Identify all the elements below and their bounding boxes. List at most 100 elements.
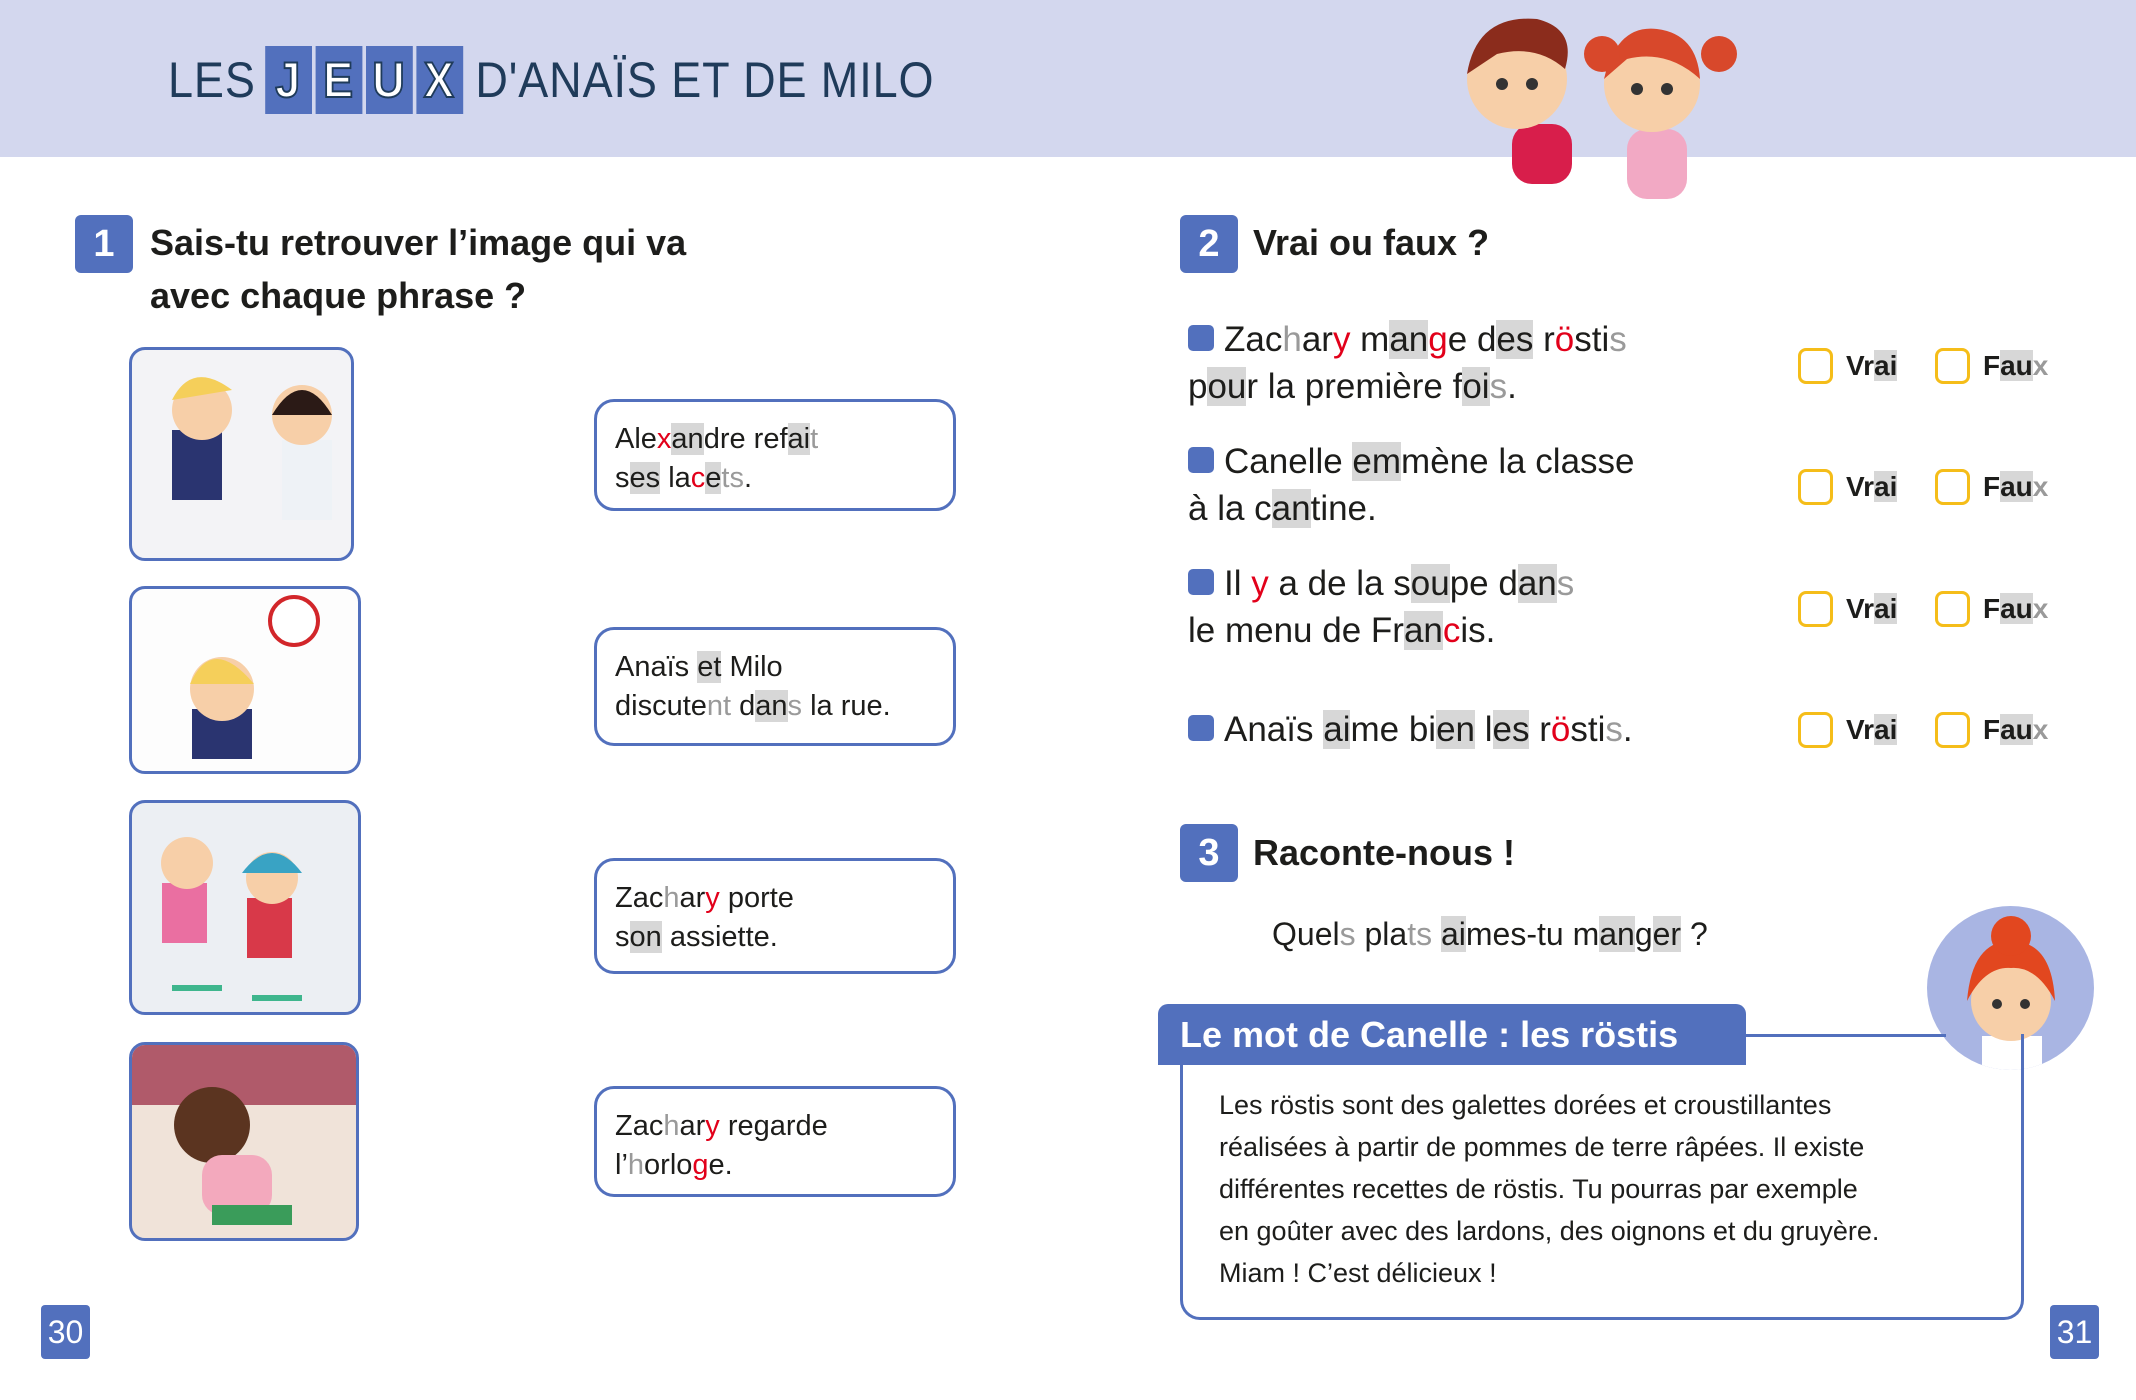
text-segment: ai: [1874, 593, 1898, 624]
sentence-box[interactable]: Zachary regarde l’horloge.: [594, 1086, 956, 1197]
vrai-checkbox[interactable]: [1798, 591, 1833, 627]
faux-label[interactable]: Faux: [1983, 469, 2048, 505]
sentence-box[interactable]: Alexandre refait ses lacets.: [594, 399, 956, 511]
sentence-line: Zachary regarde: [615, 1107, 935, 1146]
bullet-icon: [1188, 447, 1214, 473]
vrai-label[interactable]: Vrai: [1846, 591, 1898, 627]
text-segment: g: [1634, 916, 1653, 952]
picture-kids-offering-food[interactable]: [129, 347, 354, 561]
sentence-line: Alexandre refait: [615, 420, 935, 459]
statement-line: Canelle emmène la classe: [1188, 438, 1778, 485]
text-segment: e.: [708, 1149, 733, 1181]
text-segment: oi: [1462, 367, 1490, 406]
text-segment: Il: [1224, 564, 1252, 603]
text-segment: ar: [1301, 320, 1333, 359]
text-segment: x: [656, 423, 672, 455]
page-title: LES J E U X D'ANAÏS ET DE MILO: [168, 40, 934, 120]
text-segment: p: [1188, 367, 1208, 406]
text-segment: regarde: [719, 1110, 828, 1142]
page-number-right: 31: [2050, 1305, 2099, 1359]
exercise-3-title: Raconte-nous !: [1253, 832, 1516, 873]
text-segment: em: [1352, 442, 1402, 481]
text-segment: s: [729, 462, 744, 494]
picture-kids-on-scooters[interactable]: [129, 800, 361, 1015]
sentence-box[interactable]: Anaïs et Milo discutent dans la rue.: [594, 627, 956, 746]
text-segment: assiette.: [661, 921, 778, 953]
vrai-label[interactable]: Vrai: [1846, 348, 1898, 384]
statement-line: le menu de Francis.: [1188, 607, 1778, 654]
text-segment: Vr: [1846, 471, 1875, 502]
text-segment: au: [2000, 593, 2033, 624]
text-segment: g: [692, 1149, 709, 1181]
exercise-3-badge: 3: [1180, 824, 1238, 882]
text-segment: c: [1442, 611, 1461, 650]
faux-label[interactable]: Faux: [1983, 712, 2048, 748]
faux-label[interactable]: Faux: [1983, 591, 2048, 627]
text-segment: nt: [706, 690, 732, 722]
bullet-icon: [1188, 569, 1214, 595]
text-segment: an: [1403, 611, 1443, 650]
vrai-checkbox[interactable]: [1798, 348, 1833, 384]
text-segment: x: [2032, 593, 2049, 624]
picture-boy-crouching[interactable]: [129, 1042, 359, 1241]
text-segment: s: [1489, 367, 1508, 406]
sentence-line: son assiette.: [615, 918, 935, 957]
text-segment: le menu de Fr: [1188, 611, 1404, 650]
faux-checkbox[interactable]: [1935, 469, 1970, 505]
text-segment: s: [1609, 320, 1627, 359]
text-segment: y: [1332, 320, 1351, 359]
text-segment: an: [1271, 489, 1311, 528]
text-segment: e d: [1447, 320, 1497, 359]
text-segment: mène la classe: [1401, 442, 1635, 481]
text-segment: et: [697, 651, 722, 683]
text-segment: e: [705, 462, 722, 494]
text-segment: y: [705, 882, 720, 914]
text-segment: F: [1983, 471, 2001, 502]
text-segment: s: [1605, 710, 1623, 749]
title-prefix: LES: [168, 52, 256, 108]
text-segment: Zac: [1224, 320, 1283, 359]
faux-label[interactable]: Faux: [1983, 348, 2048, 384]
title-tile: E: [315, 46, 362, 114]
text-segment: x: [2032, 714, 2049, 745]
text-segment: .: [743, 462, 753, 494]
picture-boy-and-clock[interactable]: [129, 586, 361, 774]
text-line: Les röstis sont des galettes dorées et c…: [1219, 1090, 1832, 1120]
page-number-left: 30: [41, 1305, 90, 1359]
bullet-icon: [1188, 715, 1214, 741]
sentence-line: ses lacets.: [615, 459, 935, 498]
vrai-checkbox[interactable]: [1798, 469, 1833, 505]
sentence-line: Anaïs et Milo: [615, 648, 935, 687]
text-segment: x: [2032, 471, 2049, 502]
text-line: réalisées à partir de pommes de terre râ…: [1219, 1132, 1865, 1162]
sentence-line: Zachary porte: [615, 879, 935, 918]
vrai-label[interactable]: Vrai: [1846, 712, 1898, 748]
text-segment: tine.: [1310, 489, 1377, 528]
faux-checkbox[interactable]: [1935, 591, 1970, 627]
text-segment: F: [1983, 593, 2001, 624]
text-line: Miam ! C’est délicieux !: [1219, 1258, 1497, 1288]
text-segment: an: [1389, 320, 1429, 359]
text-segment: s: [615, 462, 630, 494]
text-segment: Zac: [615, 882, 664, 914]
text-segment: ou: [1410, 564, 1450, 603]
mot-de-canelle-title: Le mot de Canelle : les röstis: [1158, 1004, 1746, 1065]
vrai-checkbox[interactable]: [1798, 712, 1833, 748]
sentence-line: discutent dans la rue.: [615, 687, 935, 726]
faux-checkbox[interactable]: [1935, 348, 1970, 384]
statement-line: Zachary mange des röstis: [1188, 316, 1778, 363]
text-segment: Milo: [721, 651, 783, 683]
text-segment: F: [1983, 714, 2001, 745]
text-segment: h: [627, 1149, 645, 1181]
sentence-box[interactable]: Zachary porte son assiette.: [594, 858, 956, 974]
text-segment: me bi: [1350, 710, 1437, 749]
text-segment: d: [731, 690, 756, 722]
faux-checkbox[interactable]: [1935, 712, 1970, 748]
statement-line: Anaïs aime bien les röstis.: [1188, 706, 1778, 753]
title-line: Sais-tu retrouver l’image qui va: [150, 222, 687, 263]
exercise-2-badge: 2: [1180, 215, 1238, 273]
vrai-label[interactable]: Vrai: [1846, 469, 1898, 505]
text-segment: à la c: [1188, 489, 1272, 528]
text-segment: es: [1496, 320, 1534, 359]
text-segment: l’: [615, 1149, 628, 1181]
